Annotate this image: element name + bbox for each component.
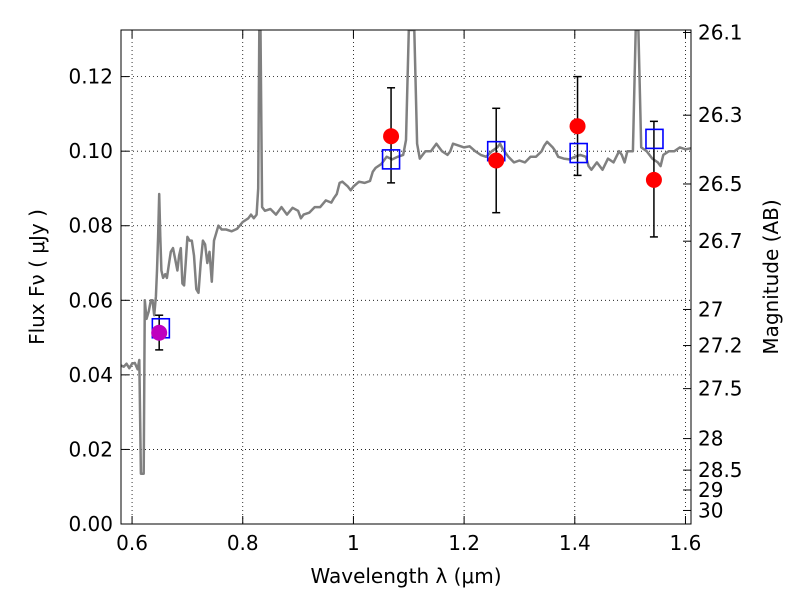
- model-band-square: [381, 149, 401, 170]
- magnitude-tick-label: 26.5: [698, 172, 743, 196]
- y-tick-label: 0.08: [68, 214, 113, 238]
- observed-point: [151, 324, 168, 341]
- observed-point: [645, 171, 662, 188]
- magnitude-tick-label: 26.1: [698, 21, 743, 45]
- y-tick-label: 0.10: [68, 139, 113, 163]
- model-band-square: [645, 128, 664, 150]
- x-axis-label: Wavelength λ (μm): [310, 564, 501, 588]
- magnitude-tick-label: 28: [698, 427, 723, 451]
- magnitude-tick-label: 27.2: [698, 334, 743, 358]
- model-spectrum-line: [121, 30, 691, 475]
- observed-point: [488, 152, 505, 169]
- y-tick-label: 0.06: [68, 288, 113, 312]
- model-band-square: [569, 142, 588, 164]
- y-tick-label: 0.12: [68, 65, 113, 89]
- x-tick-label: 1: [347, 531, 360, 555]
- axis-ticks: 0.6 0.8 1 1.2 1.4 1.6 0.00 0.02 0.04 0.06 0.08 0.10…: [68, 21, 742, 555]
- x-tick-label: 0.6: [116, 531, 148, 555]
- magnitude-tick-label: 26.3: [698, 103, 743, 127]
- y-tick-label: 0.02: [68, 437, 113, 461]
- data-markers: [151, 75, 664, 351]
- magnitude-tick-label: 27.5: [698, 377, 743, 401]
- magnitude-tick-label: 27: [698, 297, 723, 321]
- x-tick-label: 1.6: [670, 531, 702, 555]
- observed-point: [569, 118, 586, 135]
- x-tick-label: 1.4: [559, 531, 591, 555]
- magnitude-tick-label: 28.5: [698, 458, 743, 482]
- plot-frame: [120, 29, 692, 525]
- y2-axis-label: Magnitude (AB): [759, 199, 783, 354]
- magnitude-tick-label: 26.7: [698, 229, 743, 253]
- magnitude-tick-label: 30: [698, 498, 723, 522]
- x-tick-label: 1.2: [448, 531, 480, 555]
- y-axis-label: Flux Fν ( μJy ): [25, 209, 49, 345]
- x-tick-label: 0.8: [227, 531, 259, 555]
- y-tick-label: 0.04: [68, 363, 113, 387]
- model-spectrum: [121, 30, 691, 475]
- magnitude-tick-label: 29: [698, 478, 723, 502]
- y-tick-label: 0.00: [68, 512, 113, 536]
- observed-point: [383, 128, 400, 145]
